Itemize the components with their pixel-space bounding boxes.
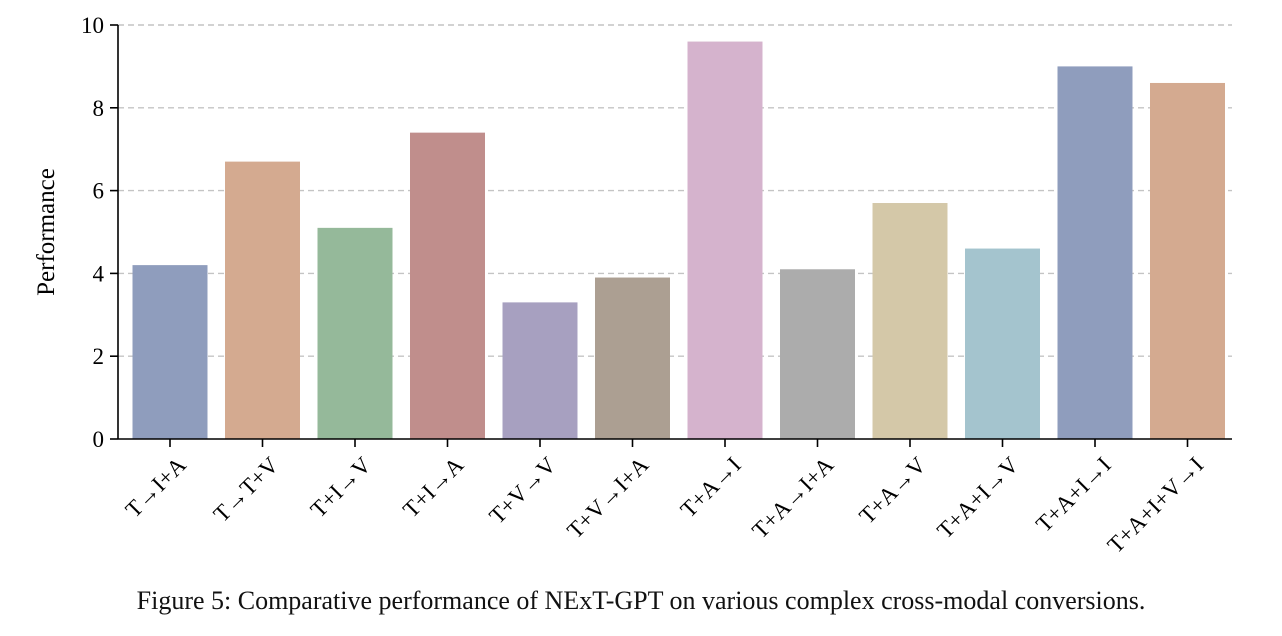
x-tick-label: T+V→I+A: [562, 452, 653, 543]
bar: [965, 248, 1040, 439]
y-tick-label: 4: [93, 261, 105, 286]
y-tick-label: 10: [81, 13, 104, 38]
bar: [1057, 66, 1133, 440]
figure-caption: Figure 5: Comparative performance of NEx…: [136, 586, 1146, 615]
bar: [317, 227, 393, 439]
bar: [502, 302, 578, 439]
bar: [132, 265, 208, 439]
x-tick-label: T+V→V: [484, 452, 561, 529]
x-tick-label: T+A→V: [854, 452, 931, 529]
y-tick-label: 0: [93, 427, 105, 452]
y-tick-label: 6: [93, 179, 105, 204]
bar: [410, 132, 485, 439]
x-tick-label: T→I+A: [121, 452, 191, 522]
bar: [1150, 82, 1225, 440]
bar-chart: 0 2 4 6 8 10 T→I+A T→T+V T+I→V T+I→A T+V→V T+V→I+A T…: [33, 13, 1232, 558]
x-tick-label: T+A→I: [676, 452, 746, 522]
axes: [117, 25, 1232, 440]
bar: [687, 41, 763, 440]
x-tick-label: T+I→A: [398, 452, 468, 522]
bar: [225, 161, 300, 439]
x-tick-label: T+A+I→I: [1031, 452, 1116, 537]
x-tick-label: T+A+I→V: [932, 452, 1023, 543]
x-tick-label: T+A+I+V→I: [1103, 452, 1209, 558]
bar: [595, 277, 670, 439]
gridlines: [118, 24, 1232, 357]
x-tick-label: T+A→I+A: [747, 452, 838, 543]
x-tick-label: T→T+V: [209, 452, 284, 527]
y-axis-label: Performance: [33, 168, 60, 296]
bars: [132, 41, 1225, 440]
x-tick-label: T+I→V: [306, 452, 376, 522]
bar: [780, 269, 855, 439]
bar: [872, 203, 948, 439]
y-tick-label: 8: [93, 96, 105, 121]
y-tick-label: 2: [93, 344, 105, 369]
